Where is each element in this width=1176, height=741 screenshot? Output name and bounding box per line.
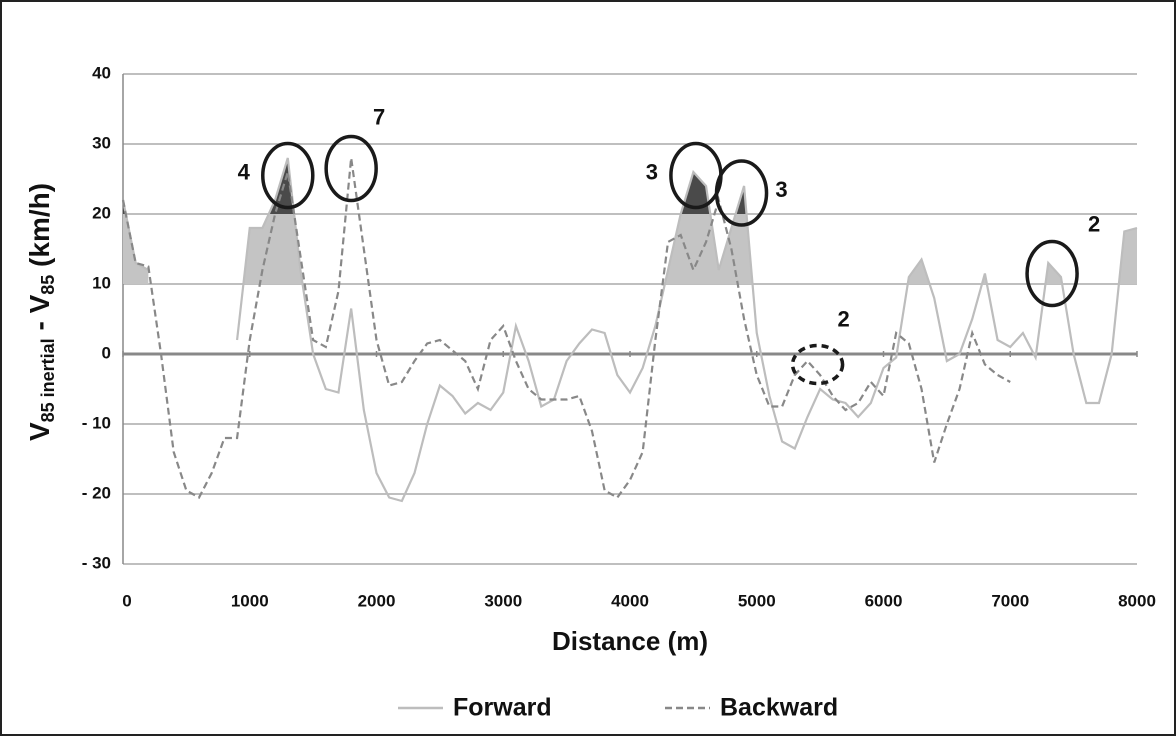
x-tick-label: 2000 (358, 591, 396, 610)
annotation-circle (714, 159, 769, 227)
annotation-label: 3 (775, 177, 787, 202)
x-tick-label: 6000 (865, 591, 903, 610)
y-axis-title-part: - V (24, 294, 55, 338)
y-axis-title-part: V (24, 422, 55, 441)
x-tick-label: 5000 (738, 591, 776, 610)
y-axis-title-part: (km/h) (24, 183, 55, 275)
y-tick-label: 40 (92, 63, 111, 82)
x-tick-label: 1000 (231, 591, 269, 610)
y-tick-label: 30 (92, 133, 111, 152)
y-tick-label: 10 (92, 273, 111, 292)
annotation-label: 2 (837, 306, 849, 331)
y-tick-label: 0 (102, 343, 111, 362)
y-tick-label: 20 (92, 203, 111, 222)
annotation-circle (790, 343, 845, 386)
annotation-circle (1025, 239, 1079, 308)
x-tick-label: 0 (122, 591, 131, 610)
x-tick-label: 7000 (991, 591, 1029, 610)
x-tick-label: 4000 (611, 591, 649, 610)
annotation-label: 7 (373, 104, 385, 129)
annotation-label: 3 (646, 159, 658, 184)
y-tick-label: - 10 (82, 413, 111, 432)
annotation-label: 2 (1088, 211, 1100, 236)
series-line (121, 157, 1138, 503)
annotation-label: 4 (238, 159, 251, 184)
y-tick-label: - 30 (82, 553, 111, 572)
y-axis-title-part: 85 inertial (38, 338, 58, 422)
x-tick-label: 8000 (1118, 591, 1156, 610)
x-tick-label: 3000 (484, 591, 522, 610)
x-axis-title: Distance (m) (552, 626, 708, 656)
series-line (121, 157, 1011, 500)
legend-label: Forward (453, 694, 552, 722)
annotation-circle (261, 141, 315, 210)
y-axis-title-part: 85 (38, 275, 58, 295)
legend-label: Backward (720, 694, 838, 722)
y-axis-title: V85 inertial - V85 (km/h) (24, 183, 57, 441)
y-tick-label: - 20 (82, 483, 111, 502)
annotation-circle (324, 134, 378, 203)
